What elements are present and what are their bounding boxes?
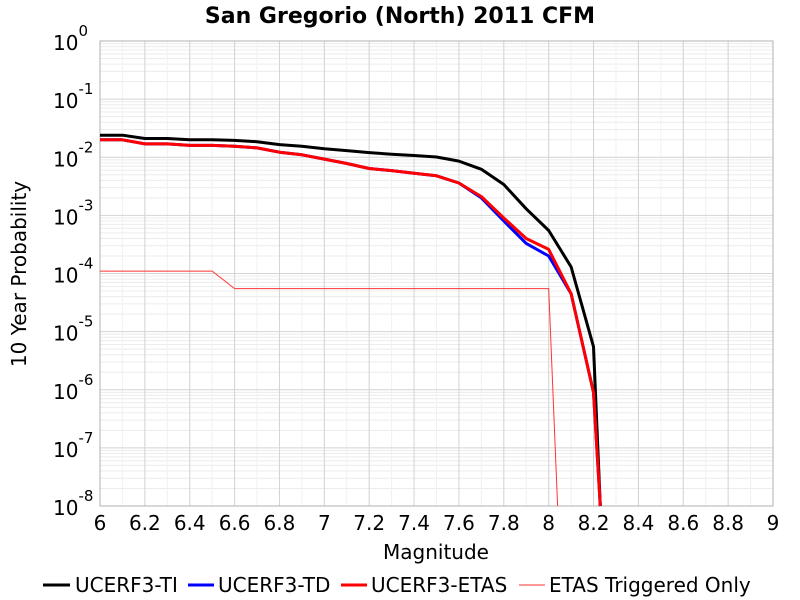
- plot-area: [99, 40, 774, 507]
- chart-title: San Gregorio (North) 2011 CFM: [205, 4, 595, 29]
- x-tick-label: 6.4: [174, 511, 206, 535]
- series-line-ucerf3-ti: [100, 133, 602, 507]
- x-tick-label: 8: [542, 511, 555, 535]
- y-tick-label: 10-6: [53, 371, 93, 404]
- y-axis-label: 10 Year Probability: [7, 181, 31, 367]
- x-tick-labels: 6 6.2 6.4 6.6 6.8 7 7.2 7.4 7.6 7.8 8 8.2 8.4 8.6 8.8 9: [94, 511, 780, 535]
- x-tick-label: 6.8: [264, 511, 296, 535]
- series-line-etas-triggered-only: [100, 270, 559, 507]
- x-tick-label: 7.6: [443, 511, 475, 535]
- x-tick-label: 7.2: [353, 511, 385, 535]
- x-tick-label: 7.8: [488, 511, 520, 535]
- y-tick-labels: 100 10-1 10-2 10-3 10-4 10-5 10-6 10-7 10-8: [53, 22, 93, 520]
- x-tick-label: 8.2: [578, 511, 610, 535]
- x-tick-label: 7: [318, 511, 331, 535]
- y-tick-label: 100: [53, 22, 88, 55]
- x-tick-label: 8.6: [667, 511, 699, 535]
- y-tick-label: 10-8: [53, 487, 93, 520]
- legend-label: UCERF3-TI: [75, 573, 178, 597]
- legend-label: ETAS Triggered Only: [549, 573, 751, 597]
- series-line-ucerf3-etas: [100, 138, 602, 507]
- y-tick-label: 10-2: [53, 138, 93, 171]
- x-tick-label: 8.4: [622, 511, 654, 535]
- y-tick-label: 10-1: [53, 80, 93, 113]
- x-tick-label: 6: [94, 511, 107, 535]
- x-axis-label: Magnitude: [383, 540, 489, 564]
- x-tick-label: 7.4: [398, 511, 430, 535]
- legend-label: UCERF3-ETAS: [371, 573, 507, 597]
- x-tick-label: 8.8: [712, 511, 744, 535]
- x-tick-label: 9: [767, 511, 780, 535]
- legend: UCERF3-TI UCERF3-TD UCERF3-ETAS ETAS Trigge…: [43, 573, 751, 597]
- x-tick-label: 6.2: [129, 511, 161, 535]
- x-tick-label: 6.6: [219, 511, 251, 535]
- series-lines: [100, 133, 602, 507]
- y-tick-label: 10-5: [53, 313, 93, 346]
- legend-label: UCERF3-TD: [218, 573, 330, 597]
- y-tick-label: 10-7: [53, 429, 93, 462]
- y-tick-label: 10-3: [53, 196, 93, 229]
- series-line-ucerf3-td: [100, 138, 602, 507]
- y-tick-label: 10-4: [53, 255, 93, 288]
